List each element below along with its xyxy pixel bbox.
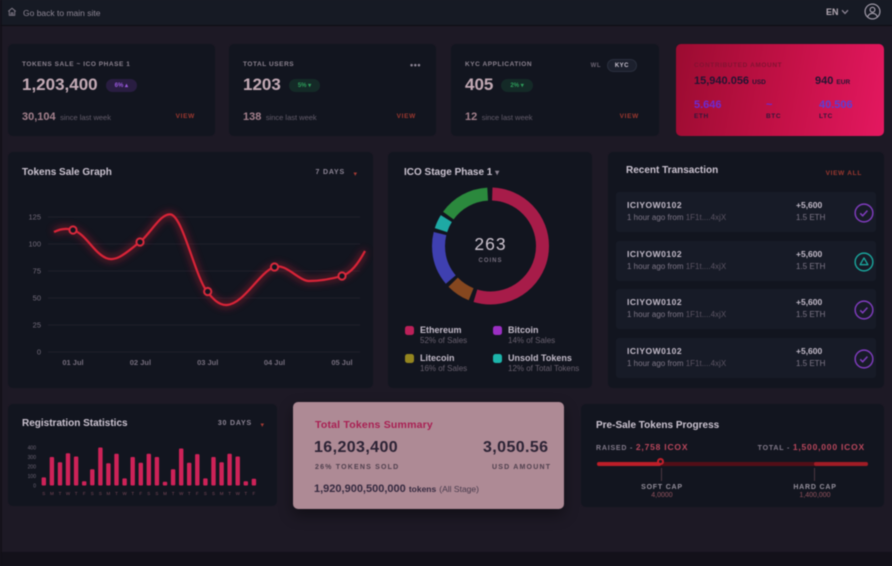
svg-text:T: T xyxy=(131,491,134,496)
svg-text:125: 125 xyxy=(28,213,41,222)
svg-text:M: M xyxy=(107,491,111,496)
svg-text:50: 50 xyxy=(33,294,41,303)
svg-text:03 Jul: 03 Jul xyxy=(197,358,218,367)
svg-text:04 Jul: 04 Jul xyxy=(264,358,285,367)
svg-text:T: T xyxy=(228,491,231,496)
svg-text:F: F xyxy=(83,491,86,496)
svg-text:75: 75 xyxy=(33,267,41,276)
svg-text:F: F xyxy=(139,491,142,496)
svg-text:COINS: COINS xyxy=(478,258,502,264)
svg-text:W: W xyxy=(179,491,184,496)
svg-text:300: 300 xyxy=(28,455,37,461)
svg-text:M: M xyxy=(220,491,224,496)
svg-text:T: T xyxy=(172,491,175,496)
svg-text:01 Jul: 01 Jul xyxy=(62,358,83,367)
svg-text:0: 0 xyxy=(33,484,36,490)
svg-text:T: T xyxy=(244,491,247,496)
svg-text:T: T xyxy=(188,491,191,496)
svg-text:T: T xyxy=(75,491,78,496)
svg-text:W: W xyxy=(122,491,127,496)
svg-text:S: S xyxy=(212,491,215,496)
svg-text:0: 0 xyxy=(37,348,41,357)
svg-text:S: S xyxy=(91,491,94,496)
svg-text:05 Jul: 05 Jul xyxy=(331,358,352,367)
svg-text:M: M xyxy=(50,491,54,496)
svg-text:M: M xyxy=(163,491,167,496)
svg-text:S: S xyxy=(147,491,150,496)
svg-text:F: F xyxy=(253,491,256,496)
svg-text:S: S xyxy=(155,491,158,496)
svg-text:02 Jul: 02 Jul xyxy=(130,358,151,367)
svg-text:F: F xyxy=(196,491,199,496)
svg-text:T: T xyxy=(59,491,62,496)
svg-text:S: S xyxy=(204,491,207,496)
svg-text:T: T xyxy=(115,491,118,496)
svg-text:25: 25 xyxy=(33,321,41,330)
svg-text:263: 263 xyxy=(474,234,506,254)
svg-text:100: 100 xyxy=(28,474,37,480)
svg-text:W: W xyxy=(236,491,241,496)
svg-text:100: 100 xyxy=(28,240,41,249)
svg-text:W: W xyxy=(66,491,71,496)
svg-text:400: 400 xyxy=(28,446,37,452)
svg-text:200: 200 xyxy=(28,465,37,471)
svg-text:S: S xyxy=(42,491,45,496)
svg-text:S: S xyxy=(99,491,102,496)
